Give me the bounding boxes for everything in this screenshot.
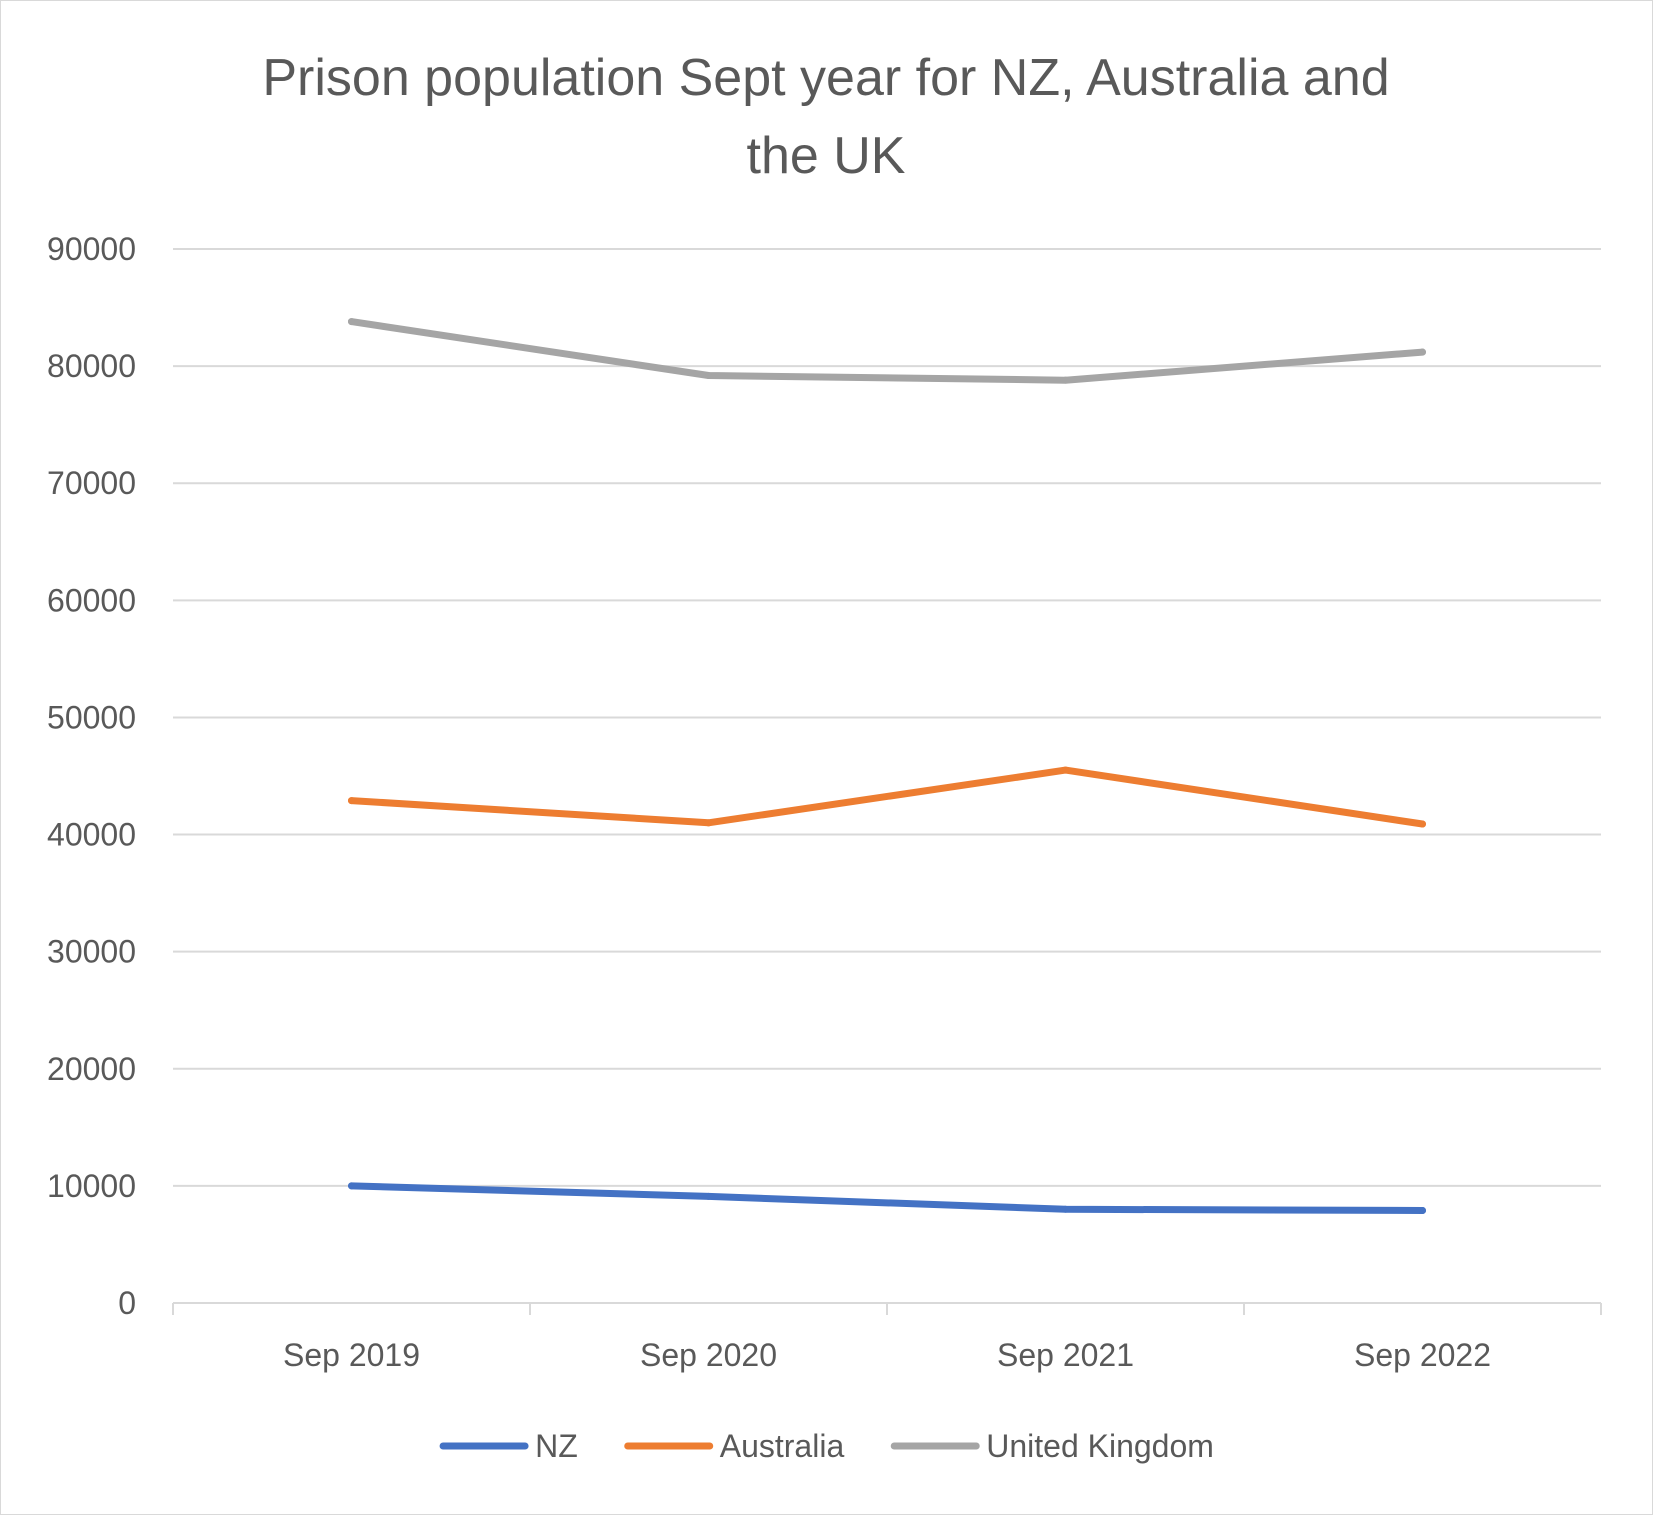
series-line-nz [348, 1182, 1426, 1214]
legend-item-australia[interactable]: Australia [624, 1428, 845, 1464]
chart-title: Prison population Sept year for NZ, Aust… [262, 49, 1389, 185]
data-point-united-kingdom [1419, 348, 1426, 356]
chart-title-line-1: Prison population Sept year for NZ, Aust… [262, 49, 1389, 107]
data-point-nz [1419, 1206, 1426, 1214]
y-tick-label: 20000 [47, 1051, 136, 1087]
chart-title-line-2: the UK [747, 127, 906, 185]
gridlines [173, 248, 1601, 1187]
y-axis: 0 10000 20000 30000 40000 50000 60000 70000 8000… [47, 231, 136, 1321]
series-line-united-kingdom [348, 318, 1426, 384]
data-point-united-kingdom [1062, 376, 1069, 384]
data-point-australia [1062, 766, 1069, 774]
legend-item-united-kingdom[interactable]: United Kingdom [890, 1428, 1214, 1464]
data-point-united-kingdom [705, 371, 712, 379]
y-tick-label: 30000 [47, 934, 136, 970]
y-tick-label: 70000 [47, 465, 136, 501]
data-point-united-kingdom [348, 318, 355, 326]
y-tick-label: 10000 [47, 1168, 136, 1204]
data-point-nz [348, 1182, 355, 1190]
y-tick-label: 60000 [47, 582, 136, 618]
legend-item-nz[interactable]: NZ [439, 1428, 578, 1464]
series-line-australia [348, 766, 1426, 828]
data-point-nz [1062, 1205, 1069, 1213]
x-tick-label: Sep 2019 [283, 1337, 420, 1373]
data-point-australia [1419, 820, 1426, 828]
legend-label: NZ [535, 1428, 578, 1464]
y-tick-label: 40000 [47, 817, 136, 853]
data-point-australia [705, 819, 712, 827]
data-point-nz [705, 1192, 712, 1200]
y-tick-label: 90000 [47, 231, 136, 267]
x-tick-label: Sep 2020 [640, 1337, 777, 1373]
legend[interactable]: NZ Australia United Kingdom [439, 1428, 1214, 1464]
y-tick-label: 80000 [47, 348, 136, 384]
x-tick-label: Sep 2022 [1354, 1337, 1491, 1373]
y-tick-label: 0 [118, 1285, 136, 1321]
legend-label: United Kingdom [986, 1428, 1214, 1464]
legend-label: Australia [720, 1428, 845, 1464]
x-tick-label: Sep 2021 [997, 1337, 1134, 1373]
y-tick-label: 50000 [47, 699, 136, 735]
data-point-australia [348, 797, 355, 805]
x-axis: Sep 2019 Sep 2020 Sep 2021 Sep 2022 [172, 1302, 1602, 1373]
series-lines [348, 318, 1426, 1214]
